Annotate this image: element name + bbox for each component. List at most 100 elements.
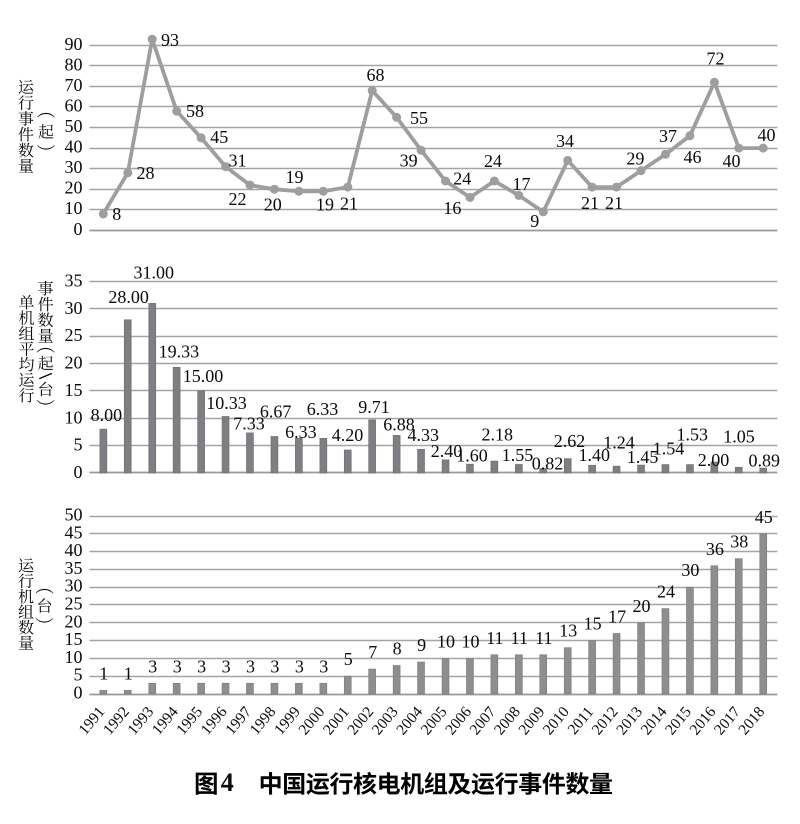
svg-text:17: 17 — [513, 174, 531, 194]
svg-text:4: 4 — [221, 768, 234, 797]
svg-text:15.00: 15.00 — [183, 366, 224, 386]
svg-text:36: 36 — [706, 539, 724, 559]
svg-text:2.62: 2.62 — [554, 431, 586, 451]
svg-text:3: 3 — [246, 656, 255, 676]
svg-text:19.33: 19.33 — [159, 342, 200, 362]
svg-text:2.00: 2.00 — [698, 450, 730, 470]
svg-text:13: 13 — [559, 621, 577, 641]
svg-text:15: 15 — [65, 380, 83, 400]
svg-text:19: 19 — [316, 194, 334, 214]
svg-text:3: 3 — [173, 656, 182, 676]
svg-text:50: 50 — [65, 505, 83, 525]
svg-text:20: 20 — [65, 353, 83, 373]
svg-text:11: 11 — [486, 628, 503, 648]
svg-text:29: 29 — [626, 148, 644, 168]
svg-text:72: 72 — [707, 49, 725, 69]
svg-text:6.88: 6.88 — [383, 415, 415, 435]
svg-text:15: 15 — [65, 629, 83, 649]
svg-text:1.45: 1.45 — [627, 447, 659, 467]
svg-text:3: 3 — [148, 656, 157, 676]
svg-text:37: 37 — [659, 126, 677, 146]
svg-text:90: 90 — [65, 34, 83, 54]
svg-text:68: 68 — [367, 65, 385, 85]
svg-text:20: 20 — [633, 596, 651, 616]
svg-text:40: 40 — [758, 125, 776, 145]
svg-text:93: 93 — [161, 30, 179, 50]
svg-text:1.05: 1.05 — [723, 426, 755, 446]
svg-text:16: 16 — [443, 198, 461, 218]
svg-text:10: 10 — [65, 647, 83, 667]
svg-text:3: 3 — [319, 656, 328, 676]
svg-text:50: 50 — [65, 116, 83, 136]
svg-text:1.24: 1.24 — [603, 432, 635, 452]
svg-text:8: 8 — [393, 639, 402, 659]
svg-text:20: 20 — [65, 611, 83, 631]
svg-text:70: 70 — [65, 75, 83, 95]
svg-text:28: 28 — [137, 163, 155, 183]
svg-text:39: 39 — [400, 151, 418, 171]
svg-text:10: 10 — [462, 631, 480, 651]
svg-text:24: 24 — [657, 582, 675, 602]
svg-text:0.89: 0.89 — [749, 450, 781, 470]
svg-text:30: 30 — [65, 298, 83, 318]
svg-text:8: 8 — [112, 204, 121, 224]
svg-text:1.55: 1.55 — [502, 445, 534, 465]
svg-text:24: 24 — [484, 151, 502, 171]
svg-text:20: 20 — [264, 194, 282, 214]
svg-text:17: 17 — [608, 607, 626, 627]
svg-text:28.00: 28.00 — [108, 287, 149, 307]
svg-text:3: 3 — [222, 656, 231, 676]
svg-text:21: 21 — [605, 193, 623, 213]
svg-text:8.00: 8.00 — [91, 405, 123, 425]
svg-text:2.40: 2.40 — [431, 441, 463, 461]
svg-text:1.40: 1.40 — [579, 445, 611, 465]
svg-text:7: 7 — [368, 642, 377, 662]
svg-text:4.20: 4.20 — [332, 425, 364, 445]
svg-text:0: 0 — [74, 219, 83, 239]
svg-text:0.82: 0.82 — [532, 453, 564, 473]
svg-text:10: 10 — [65, 198, 83, 218]
svg-text:80: 80 — [65, 54, 83, 74]
svg-text:31.00: 31.00 — [134, 263, 175, 283]
svg-text:7.33: 7.33 — [233, 414, 265, 434]
svg-text:55: 55 — [410, 108, 428, 128]
svg-text:1: 1 — [124, 663, 133, 683]
svg-text:11: 11 — [511, 628, 528, 648]
svg-text:9.71: 9.71 — [358, 397, 390, 417]
svg-text:3: 3 — [197, 656, 206, 676]
svg-text:60: 60 — [65, 96, 83, 116]
svg-text:6.67: 6.67 — [260, 402, 292, 422]
svg-text:58: 58 — [186, 101, 204, 121]
svg-text:45: 45 — [210, 127, 228, 147]
svg-text:3: 3 — [270, 656, 279, 676]
svg-text:30: 30 — [65, 576, 83, 596]
svg-text:1.53: 1.53 — [676, 424, 708, 444]
svg-text:25: 25 — [65, 594, 83, 614]
svg-text:21: 21 — [340, 193, 358, 213]
svg-text:40: 40 — [65, 137, 83, 157]
svg-text:6.33: 6.33 — [285, 422, 317, 442]
svg-text:6.33: 6.33 — [307, 399, 339, 419]
svg-text:20: 20 — [65, 178, 83, 198]
svg-text:11: 11 — [535, 628, 552, 648]
svg-text:9: 9 — [530, 211, 539, 231]
svg-text:1.60: 1.60 — [456, 445, 488, 465]
svg-text:31: 31 — [229, 151, 247, 171]
svg-text:15: 15 — [584, 614, 602, 634]
svg-text:24: 24 — [453, 169, 471, 189]
svg-text:40: 40 — [723, 151, 741, 171]
svg-text:0: 0 — [74, 462, 83, 482]
svg-text:5: 5 — [344, 649, 353, 669]
svg-text:10.33: 10.33 — [206, 393, 247, 413]
svg-text:30: 30 — [681, 560, 699, 580]
svg-text:34: 34 — [556, 131, 574, 151]
svg-text:22: 22 — [229, 189, 247, 209]
svg-text:45: 45 — [65, 522, 83, 542]
svg-text:35: 35 — [65, 558, 83, 578]
svg-text:19: 19 — [286, 167, 304, 187]
svg-text:21: 21 — [581, 193, 599, 213]
svg-text:5: 5 — [74, 665, 83, 685]
svg-text:4.33: 4.33 — [407, 425, 439, 445]
svg-text:0: 0 — [74, 683, 83, 703]
svg-text:40: 40 — [65, 540, 83, 560]
